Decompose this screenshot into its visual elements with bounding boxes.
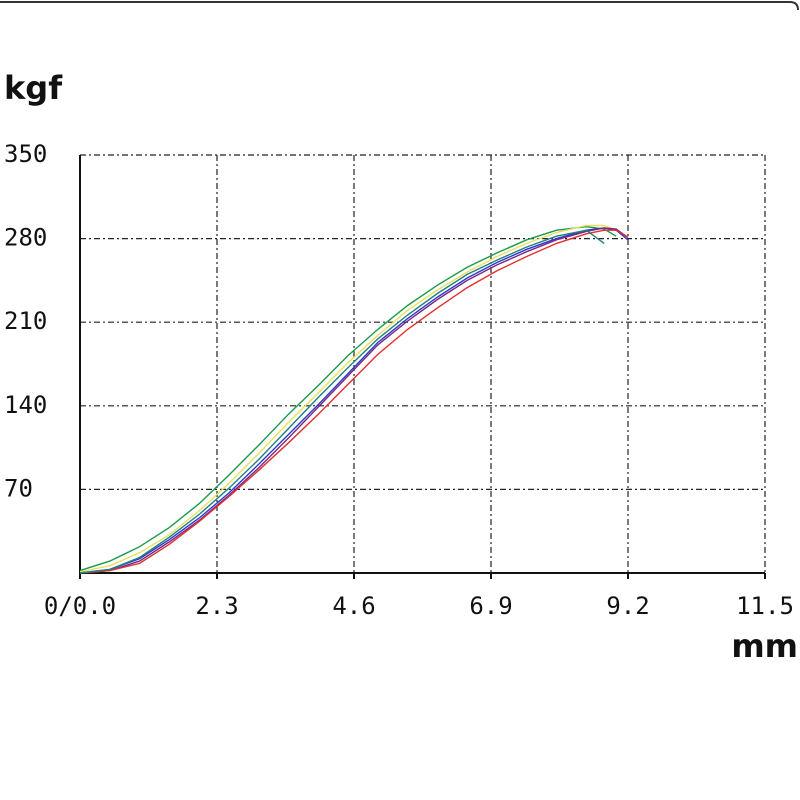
data-line — [79, 225, 617, 572]
y-tick-label: 210 — [4, 307, 47, 335]
y-tick-label: 350 — [4, 140, 47, 168]
data-line — [79, 224, 617, 573]
data-line — [79, 229, 605, 574]
y-axis-label: kgf — [4, 69, 63, 107]
y-tick-label: 70 — [4, 474, 33, 502]
x-tick-label: 4.6 — [332, 592, 375, 620]
data-line — [79, 227, 629, 574]
data-line — [79, 229, 629, 574]
x-tick-label: 6.9 — [469, 592, 512, 620]
x-tick-label: 9.2 — [606, 592, 649, 620]
data-line — [79, 227, 629, 574]
y-tick-label: 280 — [4, 224, 47, 252]
x-tick-label: 11.5 — [736, 592, 794, 620]
y-tick-label: 140 — [4, 391, 47, 419]
x-axis-label: mm — [731, 627, 798, 665]
screen-frame — [0, 1, 799, 11]
x-tick-label: 2.3 — [195, 592, 238, 620]
x-tick-label: 0/0.0 — [44, 592, 116, 620]
